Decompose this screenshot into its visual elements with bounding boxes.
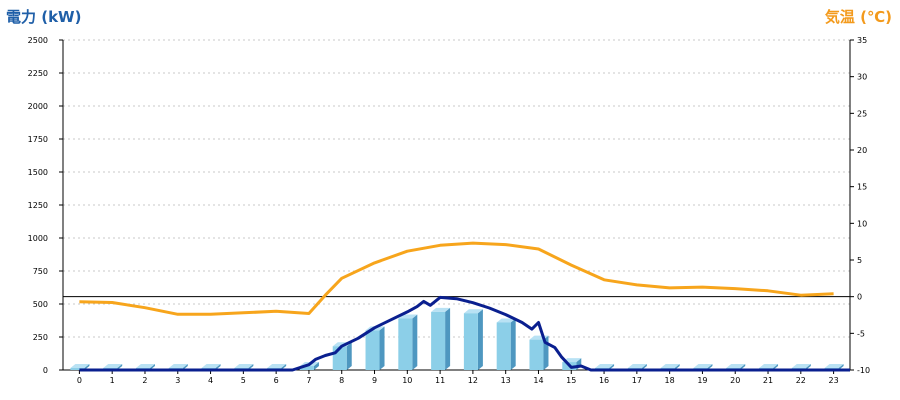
bar-top — [759, 364, 779, 368]
right-tick-label: 35 — [857, 36, 867, 45]
bar-side — [313, 362, 319, 370]
x-tick-label: 12 — [468, 376, 478, 385]
left-tick-label: 1250 — [28, 201, 48, 210]
bar — [431, 311, 446, 370]
x-tick-label: 19 — [697, 376, 707, 385]
right-tick-label: 20 — [857, 146, 867, 155]
bar-top — [463, 309, 483, 314]
x-tick-label: 2 — [142, 376, 147, 385]
bar-side — [346, 342, 352, 370]
right-tick-label: 15 — [857, 183, 867, 192]
left-tick-label: 750 — [33, 267, 48, 276]
x-tick-label: 16 — [599, 376, 609, 385]
bar-top — [267, 364, 287, 368]
bar-top — [70, 364, 90, 368]
bar-top — [103, 364, 123, 368]
x-tick-label: 23 — [829, 376, 839, 385]
x-tick-label: 4 — [208, 376, 213, 385]
left-tick-label: 2000 — [28, 102, 48, 111]
right-tick-label: 30 — [857, 73, 867, 82]
bar-top — [726, 364, 746, 368]
bar-top — [824, 364, 844, 368]
right-tick-label: 5 — [857, 256, 862, 265]
bar-side — [412, 314, 418, 370]
bar-side — [445, 307, 451, 370]
x-tick-label: 10 — [402, 376, 412, 385]
bar-top — [168, 364, 188, 368]
left-tick-label: 2500 — [28, 36, 48, 45]
bar-top — [693, 364, 713, 368]
left-tick-label: 1500 — [28, 168, 48, 177]
x-tick-label: 17 — [632, 376, 642, 385]
bar — [398, 318, 413, 370]
bar — [365, 330, 380, 370]
bar — [70, 368, 85, 370]
right-tick-label: -5 — [857, 329, 865, 338]
right-tick-label: 25 — [857, 109, 867, 118]
bar-top — [660, 364, 680, 368]
bar-side — [510, 318, 516, 370]
x-tick-label: 7 — [306, 376, 311, 385]
bar-top — [431, 307, 451, 312]
left-tick-label: 250 — [33, 333, 48, 342]
bar-top — [627, 364, 647, 368]
bar-top — [791, 364, 811, 368]
x-tick-label: 3 — [175, 376, 180, 385]
bar — [529, 339, 544, 370]
x-tick-label: 14 — [533, 376, 543, 385]
left-tick-label: 2250 — [28, 69, 48, 78]
x-tick-label: 0 — [77, 376, 82, 385]
bar-top — [595, 364, 615, 368]
temperature-line — [79, 241, 834, 316]
x-tick-label: 13 — [501, 376, 511, 385]
bar-top — [496, 318, 516, 323]
bar — [299, 366, 314, 370]
x-tick-label: 9 — [372, 376, 377, 385]
bar-side — [379, 326, 385, 370]
x-tick-label: 21 — [763, 376, 773, 385]
temperature-axis-title: 気温 (℃) — [824, 8, 892, 26]
bar — [463, 313, 478, 370]
right-tick-label: 0 — [857, 293, 862, 302]
x-tick-label: 22 — [796, 376, 806, 385]
x-tick-label: 18 — [665, 376, 675, 385]
x-tick-label: 6 — [274, 376, 279, 385]
bar-top — [201, 364, 221, 368]
x-tick-label: 11 — [435, 376, 445, 385]
left-tick-label: 0 — [43, 366, 48, 375]
right-tick-label: -10 — [857, 366, 870, 375]
x-tick-label: 8 — [339, 376, 344, 385]
x-tick-label: 1 — [110, 376, 115, 385]
power-axis-title: 電力 (kW) — [6, 8, 82, 26]
left-tick-label: 1750 — [28, 135, 48, 144]
x-tick-label: 15 — [566, 376, 576, 385]
right-tick-label: 10 — [857, 219, 867, 228]
bar-side — [477, 309, 483, 370]
bar-top — [234, 364, 254, 368]
bar — [496, 322, 511, 370]
x-tick-label: 20 — [730, 376, 740, 385]
power-line — [79, 295, 850, 372]
left-tick-label: 1000 — [28, 234, 48, 243]
bar-top — [135, 364, 155, 368]
x-tick-label: 5 — [241, 376, 246, 385]
left-tick-label: 500 — [33, 300, 48, 309]
